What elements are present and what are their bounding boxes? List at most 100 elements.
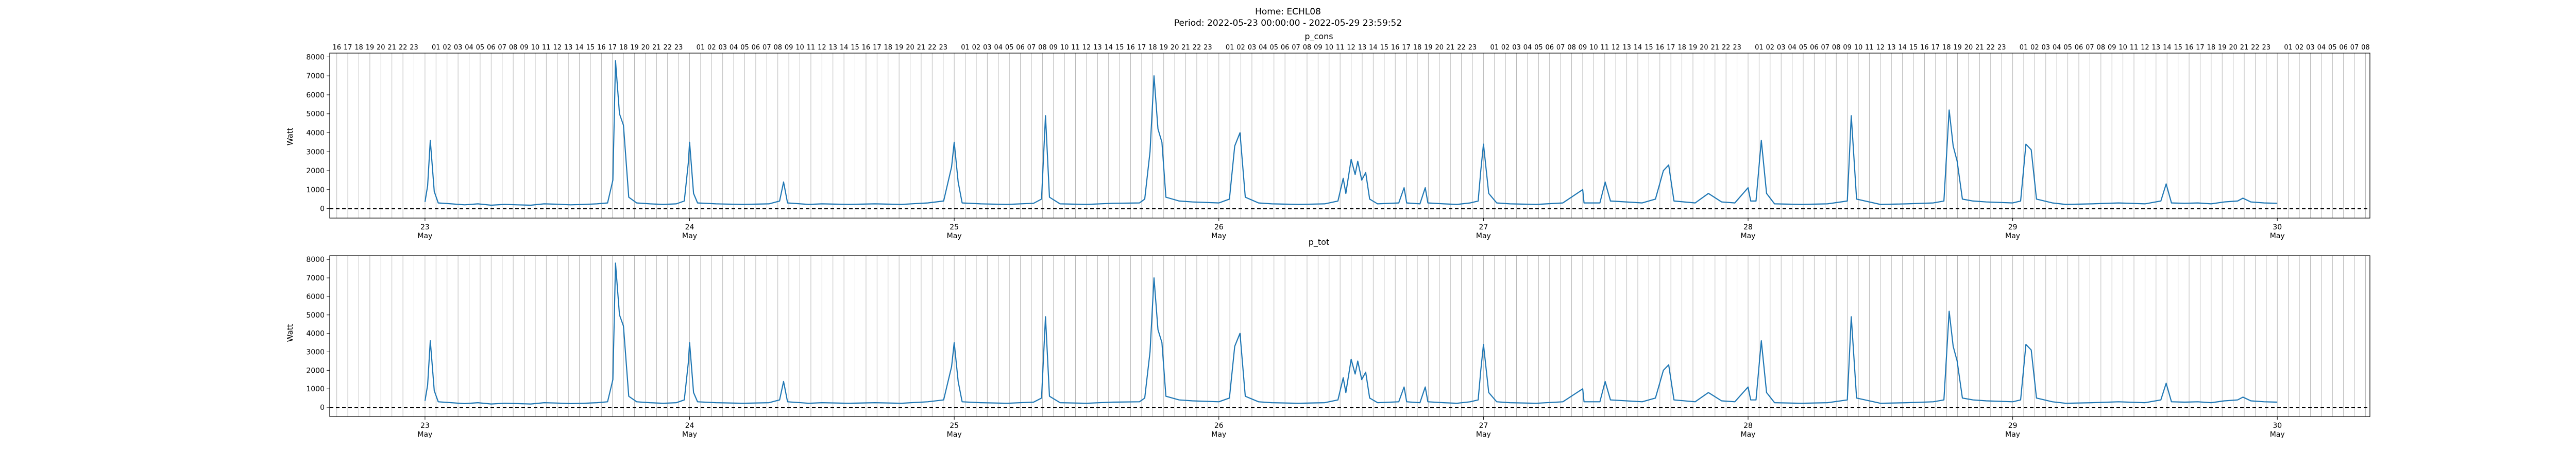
- y-tick-label: 1000: [306, 385, 325, 393]
- hour-tick-label: 05: [1534, 44, 1543, 52]
- hour-tick-label: 02: [707, 44, 716, 52]
- hour-tick-label: 07: [1292, 44, 1300, 52]
- hour-tick-label: 14: [1369, 44, 1378, 52]
- hour-tick-label: 10: [1589, 44, 1598, 52]
- y-tick-label: 3000: [306, 348, 325, 356]
- panel-title: p_cons: [1304, 31, 1333, 42]
- figure-title-line2: Period: 2022-05-23 00:00:00 - 2022-05-29…: [1174, 18, 1402, 28]
- panel-title: p_tot: [1309, 237, 1330, 247]
- hour-tick-label: 09: [1049, 44, 1058, 52]
- hour-tick-label: 05: [1269, 44, 1278, 52]
- hour-tick-label: 14: [1898, 44, 1907, 52]
- x-tick-label: 24: [685, 223, 694, 231]
- hour-tick-label: 17: [1931, 44, 1940, 52]
- plot-layer: 16 17 18 19 20 21 22 23 01 02 03 04 05 06 07 08 09 10 11 12…: [306, 44, 2370, 439]
- x-tick-sublabel: May: [1476, 232, 1491, 240]
- hour-tick-label: 23: [2262, 44, 2271, 52]
- hour-tick-label: 08: [509, 44, 518, 52]
- hour-tick-label: 20: [906, 44, 914, 52]
- x-tick-label: 28: [1743, 223, 1753, 231]
- hour-tick-label: 13: [564, 44, 573, 52]
- x-tick-sublabel: May: [417, 430, 432, 439]
- hour-tick-label: 09: [1314, 44, 1323, 52]
- x-tick-sublabel: May: [1211, 430, 1226, 439]
- x-tick-sublabel: May: [947, 430, 962, 439]
- hour-tick-label: 16: [2185, 44, 2194, 52]
- hour-tick-label: 17: [1138, 44, 1146, 52]
- hour-tick-label: 18: [884, 44, 892, 52]
- hour-tick-label: 02: [1236, 44, 1245, 52]
- x-tick-label: 25: [950, 422, 959, 430]
- hour-tick-label: 02: [2030, 44, 2039, 52]
- panel-p-cons: p_cons Watt: [285, 31, 1333, 145]
- hour-tick-label: 09: [785, 44, 793, 52]
- hour-tick-label: 01: [1226, 44, 1234, 52]
- hour-tick-label: 13: [1093, 44, 1102, 52]
- hour-tick-label: 23: [1733, 44, 1741, 52]
- hour-tick-label: 11: [1071, 44, 1080, 52]
- hour-tick-label: 21: [652, 44, 661, 52]
- hour-tick-label: 15: [1115, 44, 1124, 52]
- hour-tick-label: 09: [1843, 44, 1852, 52]
- hour-tick-label: 20: [641, 44, 650, 52]
- hour-tick-label: 22: [2251, 44, 2260, 52]
- hour-tick-label: 12: [2141, 44, 2149, 52]
- hour-tick-label: 19: [630, 44, 639, 52]
- hour-tick-label: 23: [939, 44, 947, 52]
- axes-frame: [329, 53, 2370, 219]
- y-tick-label: 1000: [306, 186, 325, 194]
- hour-tick-label: 01: [961, 44, 970, 52]
- hour-tick-label: 05: [2328, 44, 2337, 52]
- x-tick-sublabel: May: [2270, 232, 2285, 240]
- hour-tick-label: 02: [972, 44, 981, 52]
- hour-tick-label: 14: [1634, 44, 1642, 52]
- hour-tick-label: 05: [740, 44, 749, 52]
- hour-tick-label: 22: [1457, 44, 1466, 52]
- hour-tick-label: 11: [2130, 44, 2139, 52]
- hour-tick-label: 03: [718, 44, 727, 52]
- hour-tick-label: 14: [2163, 44, 2172, 52]
- hour-tick-label: 13: [2152, 44, 2161, 52]
- hour-tick-label: 06: [1016, 44, 1025, 52]
- hour-tick-label: 03: [983, 44, 992, 52]
- hour-tick-label: 18: [619, 44, 628, 52]
- hour-tick-label: 20: [2229, 44, 2238, 52]
- x-tick-label: 27: [1479, 422, 1488, 430]
- hour-tick-label: 07: [2350, 44, 2359, 52]
- hour-tick-label: 20: [1700, 44, 1708, 52]
- hour-tick-label: 14: [1104, 44, 1113, 52]
- y-axis-label: Watt: [285, 127, 295, 145]
- x-tick-sublabel: May: [2005, 232, 2020, 240]
- hour-tick-label: 22: [663, 44, 672, 52]
- hour-tick-label: 10: [795, 44, 804, 52]
- hour-tick-label: 19: [366, 44, 375, 52]
- hour-tick-label: 04: [1259, 44, 1267, 52]
- hour-tick-label: 18: [2207, 44, 2216, 52]
- y-tick-label: 6000: [306, 293, 325, 301]
- hour-tick-label: 23: [1204, 44, 1212, 52]
- hour-tick-label: 06: [2339, 44, 2348, 52]
- hour-tick-label: 03: [2306, 44, 2315, 52]
- y-tick-label: 0: [320, 404, 325, 412]
- hour-tick-label: 13: [828, 44, 837, 52]
- x-tick-label: 30: [2273, 223, 2282, 231]
- hour-tick-label: 01: [1755, 44, 1764, 52]
- series-line: [424, 262, 2278, 405]
- hour-tick-label: 05: [476, 44, 485, 52]
- hour-tick-label: 10: [1325, 44, 1333, 52]
- x-tick-sublabel: May: [682, 232, 697, 240]
- hour-tick-label: 11: [807, 44, 816, 52]
- hour-tick-label: 01: [1490, 44, 1499, 52]
- hour-tick-label: 10: [1854, 44, 1863, 52]
- y-axis-label: Watt: [285, 324, 295, 342]
- hour-tick-label: 23: [410, 44, 418, 52]
- hour-tick-label: 04: [2317, 44, 2326, 52]
- hour-tick-label: 07: [498, 44, 506, 52]
- hour-tick-label: 06: [1546, 44, 1554, 52]
- hour-tick-label: 06: [2075, 44, 2083, 52]
- hour-tick-label: 21: [1975, 44, 1984, 52]
- hour-tick-label: 04: [465, 44, 473, 52]
- hour-tick-label: 13: [1887, 44, 1896, 52]
- hour-tick-label: 09: [1579, 44, 1587, 52]
- hour-tick-label: 05: [1799, 44, 1808, 52]
